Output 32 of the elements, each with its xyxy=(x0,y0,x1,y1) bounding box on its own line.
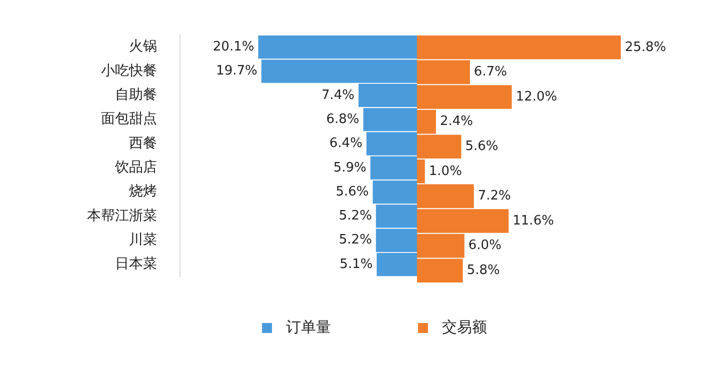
data-label: 5.9% xyxy=(333,160,366,176)
data-label: 5.1% xyxy=(340,256,373,272)
y-tick-label: 烧烤 xyxy=(129,184,157,200)
data-label: 5.8% xyxy=(466,262,500,278)
data-label: 25.8% xyxy=(624,40,666,55)
data-label: 2.4% xyxy=(440,114,473,130)
data-label: 19.7% xyxy=(216,64,258,79)
data-label: 5.6% xyxy=(465,138,498,154)
data-label: 6.8% xyxy=(326,112,360,127)
legend-label: 订单量 xyxy=(286,318,331,337)
y-tick-label: 日本菜 xyxy=(115,256,157,272)
data-label: 11.6% xyxy=(512,213,554,228)
legend-label: 交易额 xyxy=(442,318,487,337)
y-tick-label: 火锅 xyxy=(129,38,157,55)
data-label: 5.2% xyxy=(338,232,372,248)
data-label: 6.4% xyxy=(329,136,362,152)
data-label: 6.7% xyxy=(474,64,507,80)
y-tick-label: 自助餐 xyxy=(115,87,157,104)
data-label: 7.2% xyxy=(478,188,511,204)
data-label: 6.0% xyxy=(468,238,502,254)
data-label: 7.4% xyxy=(322,88,355,103)
data-label: 12.0% xyxy=(516,89,558,104)
data-label: 20.1% xyxy=(212,39,254,54)
y-tick-label: 西餐 xyxy=(129,135,157,152)
y-tick-label: 面包甜点 xyxy=(101,111,157,128)
y-tick-label: 饮品店 xyxy=(114,160,157,176)
y-tick-label: 本帮江浙菜 xyxy=(87,208,157,224)
y-tick-label: 川菜 xyxy=(129,232,157,248)
data-label: 5.6% xyxy=(336,184,369,200)
data-label: 1.0% xyxy=(428,164,462,179)
data-label: 5.2% xyxy=(338,208,372,224)
y-tick-label: 小吃快餐 xyxy=(101,62,157,79)
